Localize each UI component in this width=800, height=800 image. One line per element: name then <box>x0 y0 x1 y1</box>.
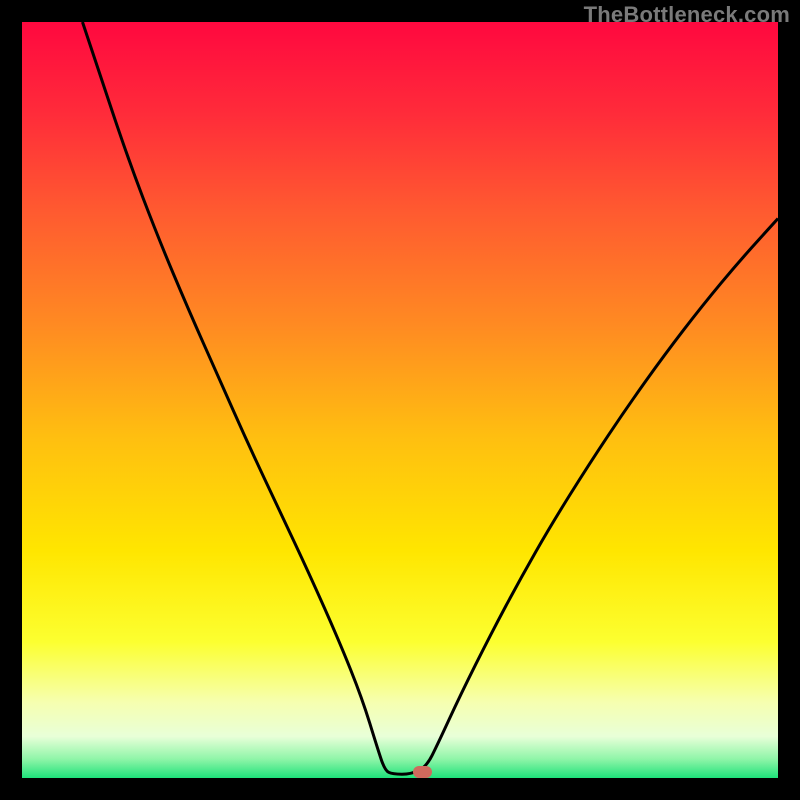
plot-area <box>22 22 778 778</box>
minimum-marker <box>413 766 433 777</box>
bottleneck-curve <box>22 22 778 778</box>
chart-frame: TheBottleneck.com <box>0 0 800 800</box>
